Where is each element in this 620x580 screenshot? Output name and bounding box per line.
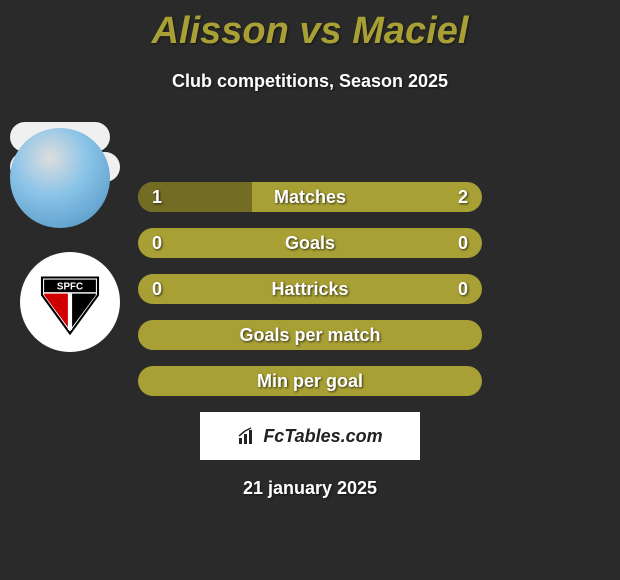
stat-label: Min per goal [257,371,363,392]
stat-value-left: 0 [152,279,162,300]
stat-row: 0 Hattricks 0 [138,274,482,304]
stat-label: Matches [274,187,346,208]
chart-icon [237,426,257,446]
watermark-text: FcTables.com [263,426,382,447]
watermark: FcTables.com [200,412,420,460]
stat-value-right: 2 [458,187,468,208]
subtitle: Club competitions, Season 2025 [0,71,620,92]
page-title: Alisson vs Maciel [0,0,620,53]
date-text: 21 january 2025 [0,478,620,499]
stats-bars: 1 Matches 2 0 Goals 0 0 Hattricks 0 Goals per mat… [138,182,482,396]
stat-value-left: 0 [152,233,162,254]
stat-row: 0 Goals 0 [138,228,482,258]
stat-row: Min per goal [138,366,482,396]
stat-label: Goals [285,233,335,254]
player-avatar-left [10,128,110,228]
stat-row: Goals per match [138,320,482,350]
stat-label: Hattricks [271,279,348,300]
club-badge-icon: SPFC [35,267,105,337]
svg-text:SPFC: SPFC [57,281,83,292]
club-badge: SPFC [20,252,120,352]
stat-value-right: 0 [458,233,468,254]
stat-row: 1 Matches 2 [138,182,482,212]
stat-value-left: 1 [152,187,162,208]
content-area: SPFC 1 Matches 2 0 Goals 0 0 Hattricks 0 Goals pe… [0,122,620,396]
stat-value-right: 0 [458,279,468,300]
stat-label: Goals per match [239,325,380,346]
